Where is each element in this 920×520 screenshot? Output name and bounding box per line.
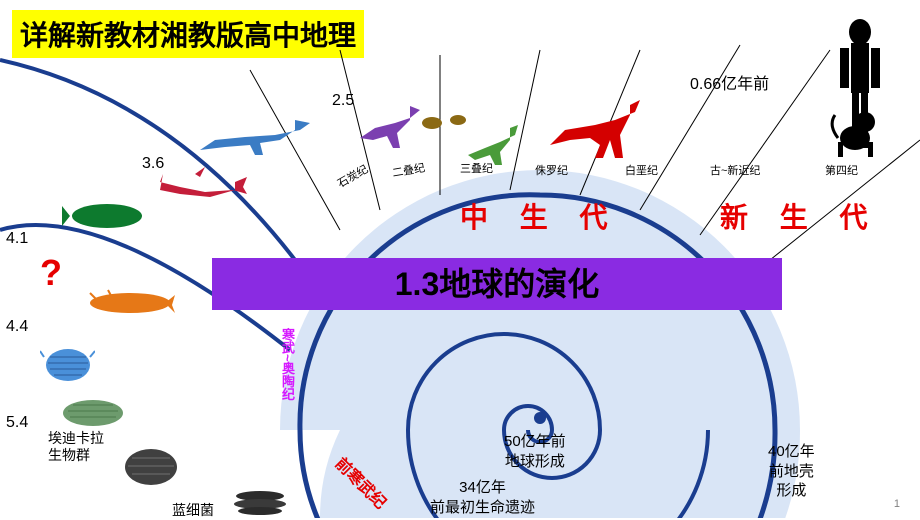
- center-earth-form: 50亿年前地球形成: [504, 432, 566, 471]
- organism-ediacara-fossil: [122, 446, 180, 488]
- period-jurassic: 侏罗纪: [535, 162, 568, 178]
- center-life-trace: 34亿年前最初生命遗迹: [430, 478, 535, 517]
- organism-reptile-blue: [195, 105, 315, 160]
- ediacara-text: 埃迪卡拉生物群: [48, 430, 104, 463]
- time-44: 4.4: [6, 318, 28, 336]
- crust-form-text: 40亿年前地壳形成: [768, 443, 815, 499]
- period-paleogene: 古~新近纪: [710, 162, 760, 178]
- label-cyanobacteria: 蓝细菌: [172, 500, 214, 520]
- organism-monkey: [830, 110, 885, 160]
- organism-cyanobacteria: [232, 488, 287, 516]
- earth-form-line1: 50亿年前地球形成: [504, 433, 566, 470]
- organism-trilobite-blue: [40, 345, 95, 385]
- period-quaternary: 第四纪: [825, 162, 858, 178]
- center-crust-form: 40亿年前地壳形成: [768, 442, 815, 501]
- title-banner: 1.3地球的演化: [212, 258, 782, 310]
- organism-fish-green: [62, 198, 147, 233]
- era-mesozoic: 中 生 代: [460, 196, 620, 236]
- organism-dinosaur-red: [545, 90, 645, 160]
- time-41: 4.1: [6, 230, 28, 248]
- organism-soft-body: [58, 395, 128, 430]
- life-trace-text: 34亿年前最初生命遗迹: [430, 479, 535, 516]
- question-mark: ?: [40, 252, 62, 294]
- time-36: 3.6: [142, 155, 164, 173]
- period-cambrian-ordovician: 寒武~奥陶纪: [278, 328, 297, 401]
- period-triassic: 三叠纪: [460, 160, 493, 176]
- organism-fish-red: [155, 162, 250, 207]
- organism-crustacean-orange: [80, 285, 175, 320]
- era-cenozoic: 新 生 代: [720, 196, 880, 236]
- time-25: 2.5: [332, 92, 354, 110]
- label-ediacara: 埃迪卡拉生物群: [48, 430, 104, 464]
- organism-dinosaur-purple: [355, 98, 425, 153]
- period-cretaceous: 白垩纪: [625, 162, 658, 178]
- organism-small-mammals: [420, 108, 470, 133]
- time-066: 0.66亿年前: [690, 70, 769, 94]
- time-54: 5.4: [6, 414, 28, 432]
